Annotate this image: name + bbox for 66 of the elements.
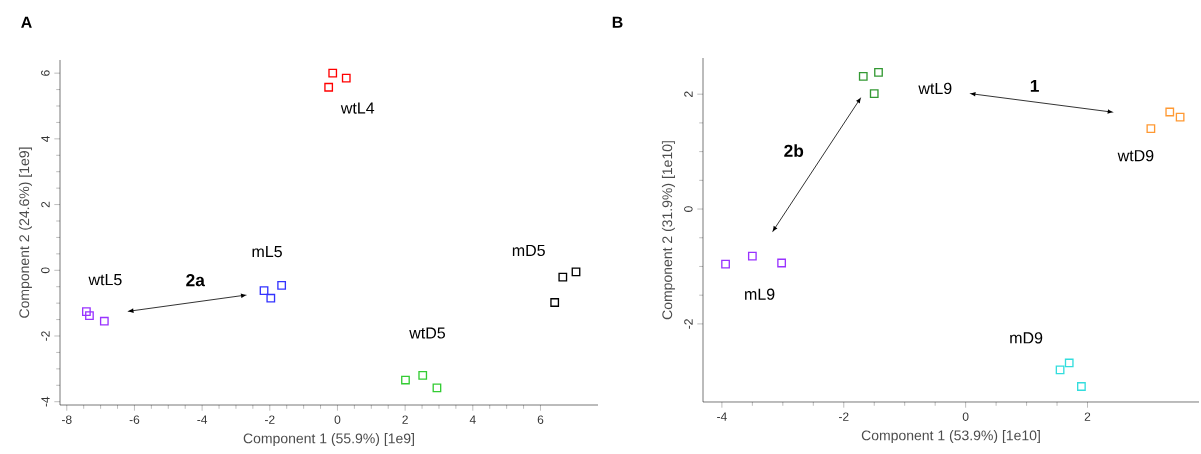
series-label: mL9 [745,288,775,300]
series-label: mL5 [252,246,282,258]
point [1077,382,1086,391]
x-axis-title: Component 1 (55.9%) [1e9] [243,433,414,447]
point [1175,112,1185,122]
x-tick-label: -4 [197,415,208,424]
point [747,251,757,261]
point [1165,107,1175,117]
series-label: wtL4 [340,102,375,114]
point [324,82,334,92]
text: wtL9 [918,82,952,95]
chart-title: A [21,16,32,28]
point [341,73,351,83]
x-tick-label: -2 [838,412,849,421]
y-tick-label: 0 [684,206,693,212]
point [558,272,568,282]
point [858,71,868,81]
chart-title: B [612,16,623,28]
point [1064,358,1074,368]
point [1055,365,1065,375]
x-tick-label: 0 [334,415,341,424]
y-tick-label: 2 [684,91,693,97]
point [571,267,581,277]
series-label: mD5 [512,244,545,257]
y-axis-title: Component 2 (31.9%) [1e10] [661,141,675,320]
x-axis-title: Component 1 (53.9%) [1e10] [861,430,1040,444]
point [869,89,879,99]
point [328,68,338,78]
point [777,258,787,268]
y-tick-label: -2 [684,319,693,329]
point [874,67,883,77]
series-label: mD9 [1010,332,1043,344]
annotation: 2a [186,274,205,287]
y-tick-label: 6 [41,70,50,76]
point [1146,124,1156,134]
y-tick-label: 0 [41,267,50,274]
point [418,371,428,380]
x-tick-label: -8 [61,415,72,424]
series-label: wtL5 [88,274,122,286]
point [81,307,91,317]
x-tick-label: 0 [962,412,969,421]
x-tick-label: 2 [1084,412,1091,421]
point [99,316,109,326]
x-tick-label: -2 [265,415,275,424]
point [266,293,276,303]
point [85,311,94,321]
point [721,259,730,269]
text: wtD5 [409,327,446,339]
series-label: wtD9 [1117,149,1154,162]
x-tick-label: 2 [402,415,408,424]
y-tick-label: 4 [41,135,50,142]
point [277,281,287,290]
point [432,383,442,393]
x-tick-label: -4 [717,412,727,421]
y-tick-label: 2 [41,201,50,208]
y-axis-title: Component 2 (24.6%) [1e9] [18,147,32,318]
point [401,375,410,385]
annotation: 1 [1030,79,1039,92]
point [259,286,269,296]
y-tick-label: -2 [41,331,50,341]
y-tick-label: -4 [41,396,50,407]
x-tick-label: 4 [469,415,476,424]
point [550,298,560,307]
x-tick-label: -6 [129,415,140,424]
x-tick-label: 6 [537,415,544,424]
annotation: 2b [784,144,804,157]
